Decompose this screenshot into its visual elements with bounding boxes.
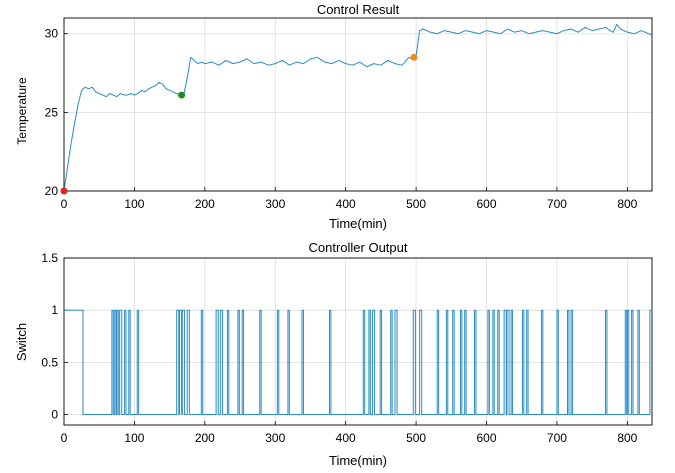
control-result-chart: 0 100 200 300 400 500 600 700 800 20 25 30 Control…: [15, 2, 653, 231]
x-tick-label: 500: [406, 197, 426, 211]
controller-output-grid: [64, 257, 652, 425]
y-tick-label: 30: [45, 27, 59, 41]
x-tick-label: 100: [124, 197, 144, 211]
controller-output-xlabel: Time(min): [329, 453, 387, 468]
control-result-x-ticks: 0 100 200 300 400 500 600 700 800: [61, 187, 638, 211]
y-tick-label: 20: [45, 184, 59, 198]
x-tick-label: 300: [265, 197, 285, 211]
control-result-ylabel: Temperature: [15, 77, 29, 145]
x-tick-label: 0: [61, 197, 68, 211]
x-tick-label: 700: [547, 197, 567, 211]
switch-series-line: [64, 309, 652, 416]
x-tick-label: 500: [406, 431, 426, 445]
y-tick-label: 1.5: [41, 251, 58, 265]
data-marker: [410, 53, 418, 61]
y-tick-label: 1: [51, 303, 58, 317]
x-tick-label: 800: [617, 431, 637, 445]
data-marker: [178, 91, 186, 99]
control-result-axes-frame: [63, 17, 653, 192]
controller-output-y-ticks: 0 0.5 1 1.5: [41, 251, 68, 422]
control-result-y-ticks: 20 25 30: [45, 27, 68, 198]
control-result-title: Control Result: [317, 2, 400, 17]
controller-output-x-ticks: 0 100 200 300 400 500 600 700 800: [61, 421, 638, 445]
x-tick-label: 0: [61, 431, 68, 445]
x-tick-label: 800: [617, 197, 637, 211]
x-tick-label: 200: [195, 431, 215, 445]
x-tick-label: 400: [336, 197, 356, 211]
x-tick-label: 400: [336, 431, 356, 445]
x-tick-label: 600: [476, 197, 496, 211]
controller-output-ylabel: Switch: [14, 323, 29, 361]
x-tick-label: 100: [124, 431, 144, 445]
temperature-series-line: [63, 23, 653, 192]
controller-output-title: Controller Output: [309, 240, 408, 255]
x-tick-label: 600: [476, 431, 496, 445]
y-tick-label: 0.5: [41, 355, 58, 369]
x-tick-label: 700: [547, 431, 567, 445]
x-tick-label: 200: [195, 197, 215, 211]
controller-output-axes-frame: [63, 257, 653, 426]
y-tick-label: 0: [51, 408, 58, 422]
y-tick-label: 25: [45, 105, 59, 119]
x-tick-label: 300: [265, 431, 285, 445]
control-result-markers: [60, 53, 418, 195]
controller-output-chart: 0 100 200 300 400 500 600 700 800 0 0.5 1 1.5 Contr…: [14, 240, 653, 468]
data-marker: [60, 187, 68, 195]
control-result-grid: [64, 18, 652, 192]
control-result-xlabel: Time(min): [329, 216, 387, 231]
